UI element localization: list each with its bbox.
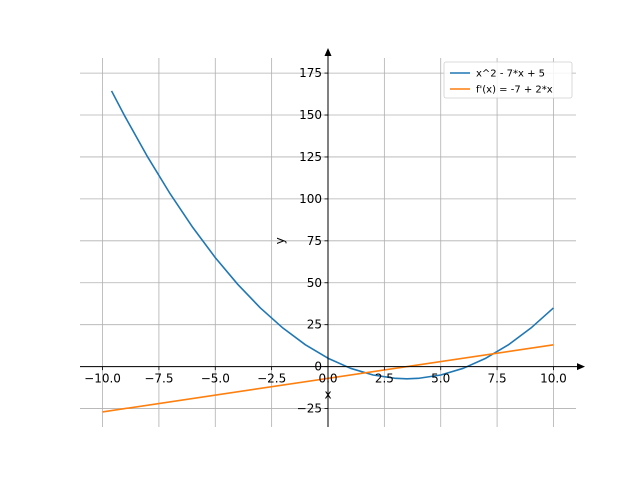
y-tick-label: 0 bbox=[314, 360, 322, 374]
x-tick-label: 0.0 bbox=[318, 372, 337, 386]
y-tick-label: 150 bbox=[299, 108, 322, 122]
y-tick-label: 175 bbox=[299, 66, 322, 80]
x-tick-label: 10.0 bbox=[540, 372, 567, 386]
legend-entry-0: x^2 - 7*x + 5 bbox=[476, 69, 545, 80]
y-tick-label: 125 bbox=[299, 150, 322, 164]
x-tick-label: −5.0 bbox=[201, 372, 230, 386]
x-tick-label: 5.0 bbox=[431, 372, 450, 386]
legend-box bbox=[443, 61, 573, 99]
x-tick-label: −2.5 bbox=[257, 372, 286, 386]
legend-entry-1: f'(x) = -7 + 2*x bbox=[476, 85, 553, 96]
y-tick-label: 50 bbox=[307, 276, 322, 290]
x-axis-label: x bbox=[324, 388, 331, 402]
y-tick-label: 100 bbox=[299, 192, 322, 206]
series-line-0 bbox=[110, 90, 554, 380]
x-tick-label: −10.0 bbox=[84, 372, 121, 386]
axes bbox=[80, 48, 585, 427]
y-axis-arrow bbox=[324, 48, 332, 56]
x-tick-label: 2.5 bbox=[375, 372, 394, 386]
y-axis-label: y bbox=[273, 237, 287, 244]
ticks: −10.0 −7.5 −5.0 −2.5 0.0 2.5 5.0 7.5 10.0 −25 0 25 5… bbox=[84, 66, 567, 415]
x-tick-label: 7.5 bbox=[488, 372, 507, 386]
x-axis-arrow bbox=[577, 363, 585, 371]
legend: x^2 - 7*x + 5 f'(x) = -7 + 2*x bbox=[443, 61, 573, 99]
x-tick-label: −7.5 bbox=[144, 372, 173, 386]
y-tick-label: −25 bbox=[297, 402, 322, 416]
y-tick-label: 75 bbox=[307, 234, 322, 248]
y-tick-label: 25 bbox=[307, 318, 322, 332]
